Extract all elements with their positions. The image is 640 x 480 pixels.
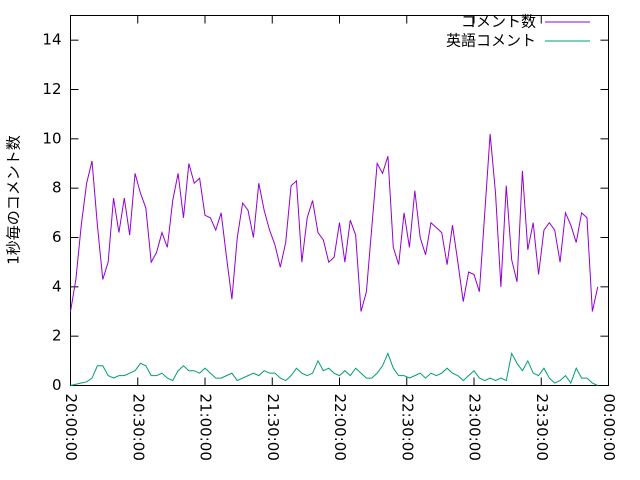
legend-label: 英語コメント (446, 32, 536, 50)
y-tick-label: 14 (42, 31, 61, 49)
series-line (70, 351, 598, 386)
plot-border (70, 15, 609, 386)
x-tick-label: 00:00:00 (600, 394, 618, 461)
x-tick-label: 22:30:00 (398, 394, 416, 461)
legend-label: コメント数 (461, 13, 536, 31)
x-tick-label: 21:00:00 (197, 394, 215, 461)
x-tick-label: 20:00:00 (62, 394, 80, 461)
y-tick-label: 4 (52, 277, 62, 295)
y-tick-label: 2 (52, 327, 62, 345)
y-tick-label: 8 (52, 179, 62, 197)
x-tick-label: 21:30:00 (264, 394, 282, 461)
y-tick-label: 6 (52, 228, 62, 246)
y-tick-label: 0 (52, 376, 62, 394)
x-tick-label: 23:30:00 (533, 394, 551, 461)
y-axis-label: 1秒毎のコメント数 (5, 135, 23, 265)
x-tick-label: 20:30:00 (129, 394, 147, 461)
y-tick-label: 10 (42, 129, 61, 147)
x-tick-label: 22:00:00 (331, 394, 349, 461)
series-line (70, 133, 599, 312)
y-tick-label: 12 (42, 80, 61, 98)
x-tick-label: 23:00:00 (466, 394, 484, 461)
